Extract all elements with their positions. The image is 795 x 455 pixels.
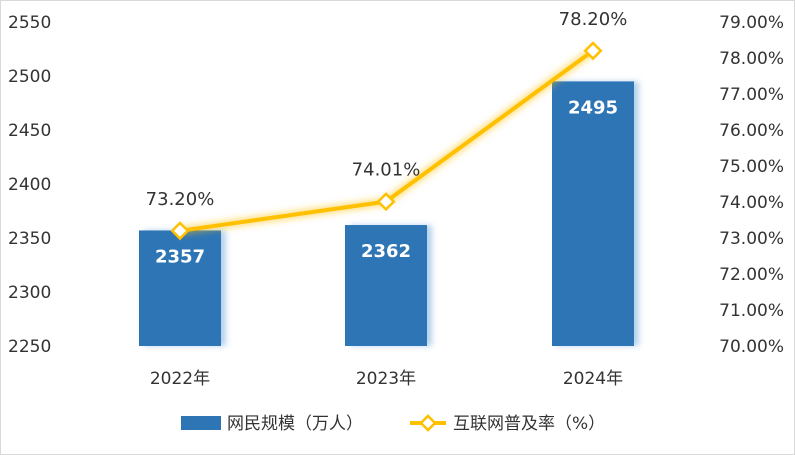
bar-data-label: 2495 [568,97,618,118]
right-axis-tick-label: 71.00% [719,301,784,321]
line-marker [376,192,396,212]
right-axis: 70.00% 71.00% 72.00% 73.00% 74.00% 75.00% 76.0… [719,13,784,357]
bar-data-label: 2362 [361,241,411,262]
line-data-label: 74.01% [352,160,421,181]
right-axis-tick-label: 78.00% [719,49,784,69]
left-axis-tick-label: 2350 [8,229,51,249]
bar [552,81,634,347]
line-marker [583,41,603,61]
line-data-label: 78.20% [559,9,628,30]
right-axis-tick-label: 74.00% [719,193,784,213]
x-axis: 2022年 2023年 2024年 [150,369,623,389]
legend-label-line: 互联网普及率（%） [453,414,605,434]
right-axis-tick-label: 73.00% [719,229,784,249]
x-axis-tick-label: 2024年 [563,369,623,389]
bar-data-label: 2357 [155,246,205,267]
line-data-label: 73.20% [146,189,215,210]
x-axis-tick-label: 2023年 [356,369,416,389]
right-axis-tick-label: 77.00% [719,85,784,105]
x-axis-tick-label: 2022年 [150,369,210,389]
bar [345,225,427,346]
left-axis-tick-label: 2450 [8,121,51,141]
bar-series: 2357 2362 2495 [139,81,634,347]
left-axis-tick-label: 2250 [8,337,51,357]
right-axis-tick-label: 70.00% [719,337,784,357]
legend-swatch-bar [181,416,221,430]
left-axis-tick-label: 2550 [8,13,51,33]
left-axis-tick-label: 2500 [8,67,51,87]
right-axis-tick-label: 72.00% [719,265,784,285]
left-axis: 2250 2300 2350 2400 2450 2500 2550 [8,13,51,357]
left-axis-tick-label: 2400 [8,175,51,195]
legend: 网民规模（万人） 互联网普及率（%） [181,414,605,434]
right-axis-tick-label: 79.00% [719,13,784,33]
right-axis-tick-label: 76.00% [719,121,784,141]
legend-label-bar: 网民规模（万人） [227,414,363,434]
line-marker [170,221,190,241]
legend-swatch-marker [419,414,437,432]
right-axis-tick-label: 75.00% [719,157,784,177]
line-series: 73.20% 74.01% 78.20% [146,9,628,241]
left-axis-tick-label: 2300 [8,283,51,303]
bar [139,230,221,346]
